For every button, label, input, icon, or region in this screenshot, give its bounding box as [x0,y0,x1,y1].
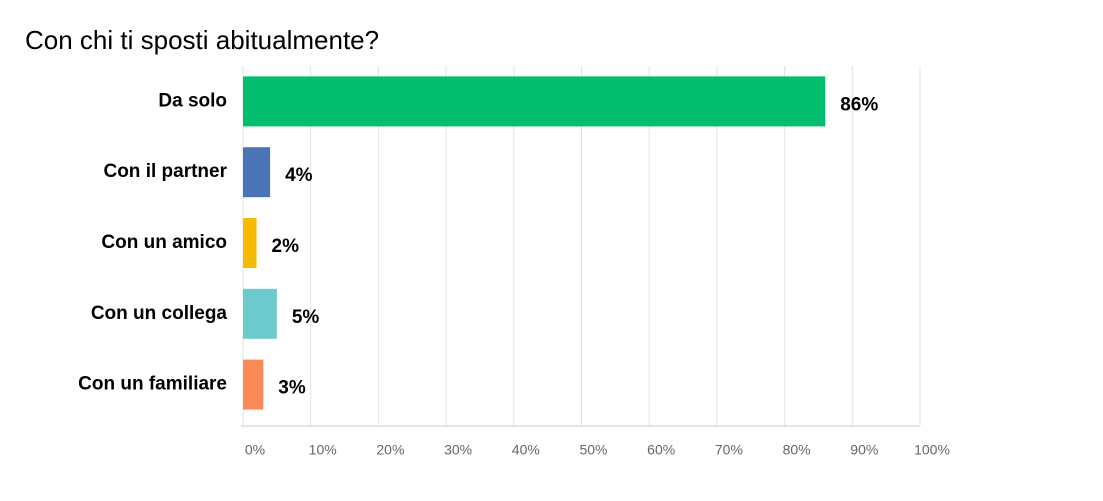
x-tick-label: 0% [245,442,265,458]
value-label: 3% [278,378,306,399]
x-tick-label: 90% [850,442,878,458]
y-tick-label: Da solo [158,90,227,111]
value-label: 5% [292,307,320,328]
chart-title: Con chi ti sposti abitualmente? [25,25,379,55]
x-tick-label: 30% [444,442,472,458]
x-tick-label: 100% [914,442,950,458]
x-tick-label: 10% [309,442,337,458]
value-label: 86% [840,94,878,115]
x-tick-label: 80% [783,442,811,458]
x-tick-label: 60% [647,442,675,458]
x-tick-label: 50% [579,442,607,458]
y-tick-label: Con il partner [103,161,227,182]
value-label: 4% [285,165,313,186]
x-tick-label: 40% [512,442,540,458]
y-tick-label: Con un familiare [78,374,227,395]
x-tick-label: 70% [715,442,743,458]
x-tick-label: 20% [376,442,404,458]
bar [243,76,826,127]
bar [243,218,257,268]
bar [243,288,277,339]
bar [243,147,271,198]
y-tick-label: Con un collega [91,303,228,324]
y-tick-label: Con un amico [101,232,227,253]
value-label: 2% [272,236,300,257]
bar [243,359,264,410]
